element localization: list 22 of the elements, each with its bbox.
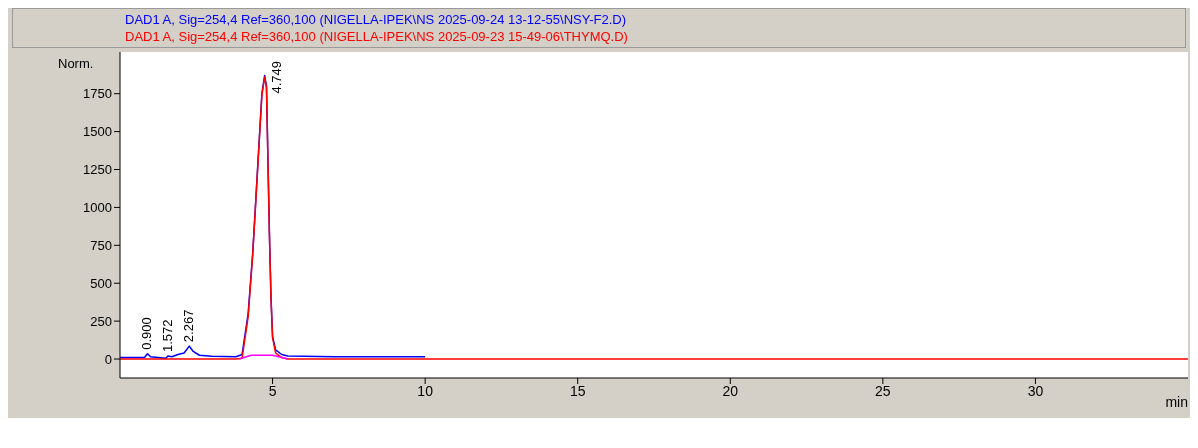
y-axis-title: Norm. [58, 56, 94, 71]
annotation: 1.572 [159, 319, 175, 353]
annotation: 4.749 [268, 60, 284, 94]
annotation: 0.900 [139, 317, 155, 350]
y-tick-label: 1250 [83, 162, 112, 178]
y-tick-label: 1000 [83, 200, 112, 216]
y-tick-label: 1750 [83, 86, 112, 102]
text: DAD1 A, Sig=254,4 Ref=360,100 (NIGELLA-IPEK\NS 2025-09-24 13-12-55\NSY-F2.D) [125, 11, 628, 28]
x-axis-title: min [1165, 394, 1188, 410]
x-tick-label: 20 [722, 382, 739, 399]
y-tick-label: 0 [104, 351, 112, 367]
y-tick-label: 250 [90, 313, 112, 329]
annotation: 2.267 [181, 309, 197, 343]
y-tick-label: 1500 [83, 124, 112, 140]
x-tick-label: 25 [875, 382, 891, 399]
y-tick-label: 500 [90, 275, 112, 291]
x-tick-label: 5 [268, 382, 277, 399]
text: DAD1 A, Sig=254,4 Ref=360,100 (NIGELLA-IPEK\NS 2025-09-23 15-49-06\THYMQ.D) [125, 28, 629, 45]
x-tick-label: 10 [417, 382, 434, 399]
x-tick-label: 30 [1027, 382, 1044, 399]
x-tick-label: 15 [569, 382, 586, 399]
y-tick-label: 750 [90, 237, 112, 253]
